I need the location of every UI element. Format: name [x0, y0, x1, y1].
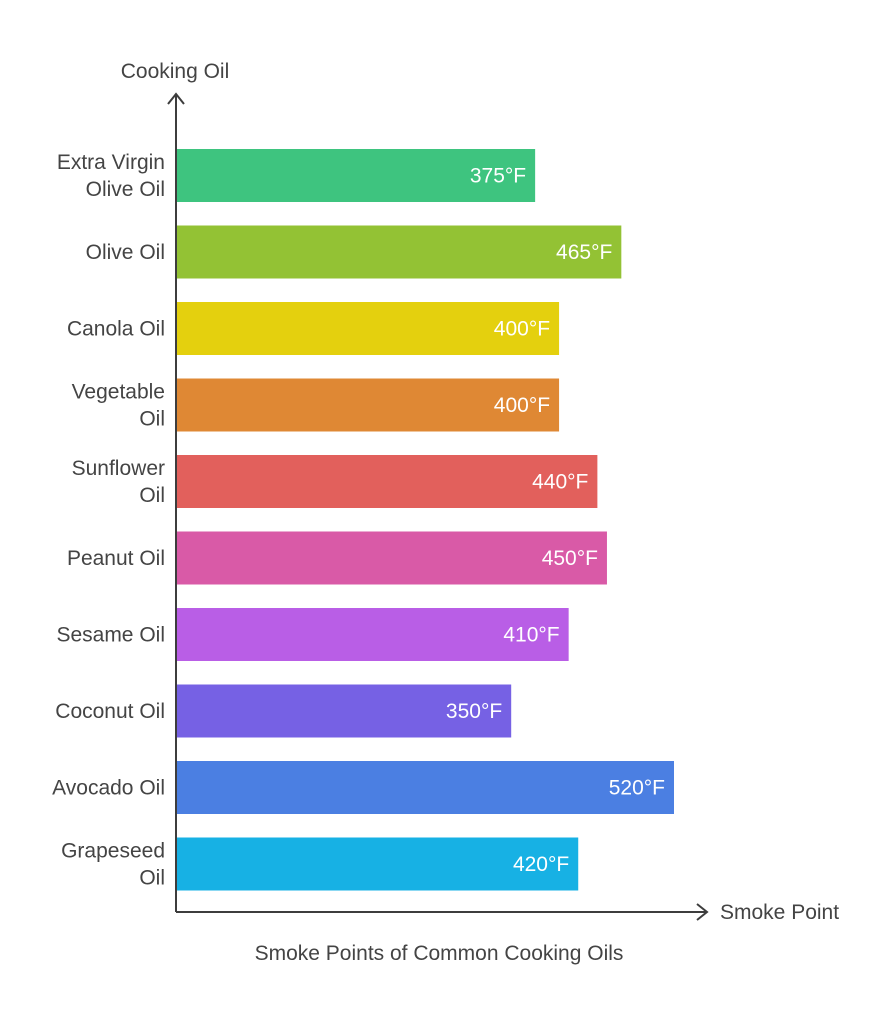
bar — [176, 302, 560, 355]
y-axis-arrow-icon — [167, 92, 185, 105]
bar-value-label: 450°F — [542, 547, 598, 570]
category-label: Avocado Oil — [52, 777, 165, 800]
bar-value-label: 520°F — [609, 777, 665, 800]
category-label: Coconut Oil — [55, 700, 165, 723]
y-axis-title: Cooking Oil — [121, 60, 230, 83]
category-label: Sesame Oil — [56, 624, 165, 647]
category-label: Olive Oil — [86, 241, 165, 264]
bar — [176, 684, 512, 738]
labels-layer: Extra Virgin Olive Oil Olive Oil Canola Oil… — [52, 151, 165, 890]
category-label: Vegetable — [72, 381, 165, 404]
category-label: Extra Virgin — [57, 151, 165, 174]
bar — [176, 761, 674, 814]
bar-value-label: 465°F — [556, 241, 612, 264]
category-label: Oil — [139, 484, 165, 507]
bar — [176, 225, 622, 279]
bar — [176, 378, 560, 432]
bar — [176, 608, 569, 661]
bar-value-label: 440°F — [532, 471, 588, 494]
x-axis-arrow-icon — [696, 903, 709, 921]
bar — [176, 455, 598, 508]
category-label: Grapeseed — [61, 840, 165, 863]
bar — [176, 149, 536, 202]
bar-value-label: 420°F — [513, 853, 569, 876]
bar-value-label: 400°F — [494, 394, 550, 417]
bars-layer: 375°F 465°F 400°F 400°F 440°F 450°F 410°F 350°F… — [176, 149, 674, 891]
category-label: Oil — [139, 867, 165, 890]
bar — [176, 531, 607, 585]
category-label: Sunflower — [72, 457, 165, 480]
x-axis-title: Smoke Point — [720, 901, 839, 924]
category-label: Olive Oil — [86, 178, 165, 201]
category-label: Oil — [139, 408, 165, 431]
category-label: Peanut Oil — [67, 547, 165, 570]
chart-title: Smoke Points of Common Cooking Oils — [255, 942, 624, 965]
bar-value-label: 410°F — [503, 624, 559, 647]
bar-value-label: 375°F — [470, 165, 526, 188]
bar — [176, 837, 579, 891]
category-label: Canola Oil — [67, 318, 165, 341]
bar-value-label: 350°F — [446, 700, 502, 723]
bar-value-label: 400°F — [494, 318, 550, 341]
